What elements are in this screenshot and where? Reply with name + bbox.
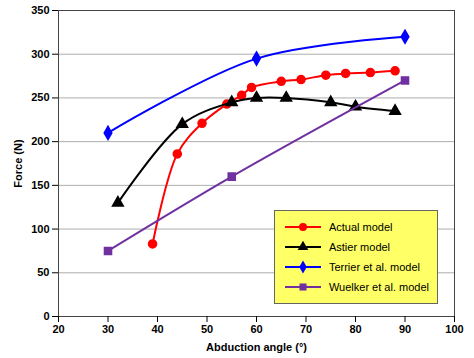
svg-text:250: 250 [31, 91, 49, 103]
svg-text:30: 30 [102, 323, 114, 335]
svg-text:100: 100 [31, 223, 49, 235]
svg-text:200: 200 [31, 135, 49, 147]
html-text:Astier model: Astier model [328, 241, 391, 253]
svg-text:20: 20 [52, 323, 64, 335]
svg-text:Abduction angle (°): Abduction angle (°) [206, 341, 307, 353]
svg-text:80: 80 [349, 323, 361, 335]
html-text:Wuelker et al. model: Wuelker et al. model [328, 281, 429, 293]
html-text:Actual model: Actual model [328, 221, 393, 233]
svg-text:0: 0 [43, 310, 49, 322]
svg-text:Force (N): Force (N) [12, 139, 24, 188]
svg-text:350: 350 [31, 4, 49, 16]
svg-text:60: 60 [250, 323, 262, 335]
svg-text:40: 40 [151, 323, 163, 335]
svg-text:70: 70 [300, 323, 312, 335]
svg-text:50: 50 [37, 266, 49, 278]
svg-text:150: 150 [31, 179, 49, 191]
svg-text:300: 300 [31, 48, 49, 60]
svg-text:100: 100 [445, 323, 463, 335]
svg-text:50: 50 [201, 323, 213, 335]
svg-text:90: 90 [399, 323, 411, 335]
html-text:Terrier et al. model: Terrier et al. model [328, 261, 420, 273]
